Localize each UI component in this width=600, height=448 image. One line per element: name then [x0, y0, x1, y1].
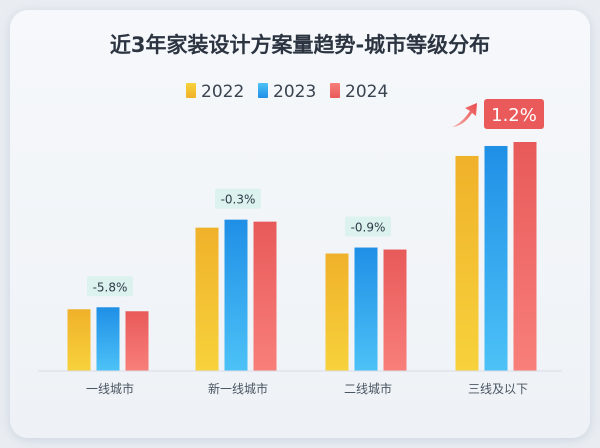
x-axis-ticks: 一线城市 新一线城市 二线城市 三线及以下 — [86, 381, 528, 396]
bar-2024-1 — [125, 311, 149, 371]
change-badge-text-2: -0.3% — [221, 193, 256, 207]
bar-group-3 — [325, 247, 407, 371]
bar-group-2 — [195, 219, 277, 371]
bar-2024-2 — [253, 221, 277, 371]
bar-2022-2 — [195, 227, 219, 371]
legend-item-2022: 2022 — [186, 82, 244, 102]
legend-label-2024: 2024 — [345, 82, 388, 102]
x-tick-label-1: 一线城市 — [86, 381, 134, 396]
change-badge-bg — [484, 99, 544, 129]
change-badge-bg-3 — [345, 216, 391, 237]
change-label-4: 1.2% — [452, 99, 544, 129]
x-tick-label-4: 三线及以下 — [468, 382, 528, 396]
bars-group — [67, 142, 537, 371]
bar-2023-4 — [484, 145, 508, 371]
chart-legend: 2022 2023 2024 — [186, 82, 388, 102]
change-labels-group: -5.8% -0.3% -0.9% 1.2% — [87, 99, 544, 297]
trend-up-arrow-icon — [452, 103, 477, 127]
bar-group-4 — [455, 142, 537, 371]
bar-2022-3 — [325, 253, 349, 371]
bar-2023-1 — [96, 307, 120, 371]
bar-group-1 — [67, 307, 149, 371]
change-badge-bg-2 — [215, 188, 261, 209]
change-badge-text: 1.2% — [491, 105, 537, 126]
change-badge-bg-1 — [87, 276, 133, 297]
bar-2022-4 — [455, 155, 479, 371]
bar-2024-3 — [383, 249, 407, 371]
bar-2022-1 — [67, 309, 91, 371]
bar-2023-2 — [224, 219, 248, 371]
legend-label-2023: 2023 — [273, 82, 316, 102]
change-badge-text-3: -0.9% — [351, 221, 386, 235]
bar-2024-4 — [513, 142, 537, 371]
x-tick-label-3: 二线城市 — [344, 381, 392, 396]
change-label-1: -5.8% — [87, 276, 133, 297]
legend-item-2023: 2023 — [258, 82, 316, 102]
legend-item-2024: 2024 — [330, 82, 388, 102]
legend-label-2022: 2022 — [201, 82, 244, 102]
chart-title: 近3年家装设计方案量趋势-城市等级分布 — [110, 33, 490, 57]
change-badge-text-1: -5.8% — [93, 280, 128, 294]
change-label-2: -0.3% — [215, 188, 261, 209]
legend-swatch-2022 — [186, 83, 196, 98]
legend-swatch-2024 — [330, 83, 340, 98]
bar-2023-3 — [354, 247, 378, 371]
legend-swatch-2023 — [258, 83, 268, 98]
change-label-3: -0.9% — [345, 216, 391, 237]
x-tick-label-2: 新一线城市 — [208, 381, 268, 396]
